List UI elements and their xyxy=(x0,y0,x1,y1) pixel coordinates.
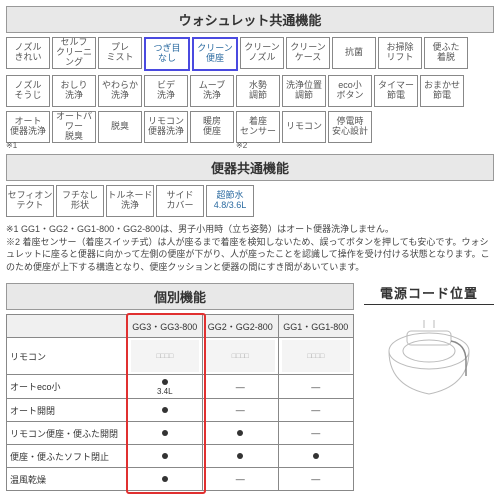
indiv-cell xyxy=(203,422,278,445)
indiv-row-label: 温風乾燥 xyxy=(7,468,128,491)
indiv-col-header: GG3・GG3-800 xyxy=(127,315,202,338)
feature-cell: 暖房便座 xyxy=(190,111,234,143)
feature-grid-2: セフィオンテクトフチなし形状トルネード洗浄サイドカバー超節水4.8/3.6L xyxy=(6,185,494,217)
feature-cell: セフィオンテクト xyxy=(6,185,54,217)
remocon-cell: □□□□ xyxy=(278,338,354,375)
feature-cell: 水勢調節 xyxy=(236,75,280,107)
feature-cell: トルネード洗浄 xyxy=(106,185,154,217)
feature-cell: 着座センサー xyxy=(236,111,280,143)
feature-cell: 洗浄位置調節 xyxy=(282,75,326,107)
indiv-cell: 3.4L xyxy=(127,375,202,399)
indiv-cell xyxy=(127,445,202,468)
feature-cell: オートパワー脱臭 xyxy=(52,111,96,143)
indiv-cell: — xyxy=(203,468,278,491)
feature-cell: ムーブ洗浄 xyxy=(190,75,234,107)
feature-cell: リモコン便器洗浄 xyxy=(144,111,188,143)
feature-cell: サイドカバー xyxy=(156,185,204,217)
section2: 便器共通機能 セフィオンテクトフチなし形状トルネード洗浄サイドカバー超節水4.8… xyxy=(6,154,494,217)
indiv-cell: — xyxy=(278,399,354,422)
lower-section: 個別機能 GG3・GG3-800GG2・GG2-800GG1・GG1-800 リモ… xyxy=(6,283,494,491)
footnotes: ※1 GG1・GG2・GG1-800・GG2-800は、男子小用時（立ち姿勢）は… xyxy=(6,223,494,273)
remocon-cell: □□□□ xyxy=(203,338,278,375)
indiv-cell: — xyxy=(203,375,278,399)
feature-cell: ノズルそうじ xyxy=(6,75,50,107)
indiv-cell xyxy=(278,445,354,468)
feature-cell: リモコン xyxy=(282,111,326,143)
indiv-cell xyxy=(203,445,278,468)
indiv-cell: — xyxy=(278,422,354,445)
feature-cell: 停電時安心設計 xyxy=(328,111,372,143)
cord-illustration xyxy=(364,311,494,421)
feature-cell: オート便器洗浄 xyxy=(6,111,50,143)
feature-cell: おまかせ節電 xyxy=(420,75,464,107)
feature-grid-1: ノズルきれいセルフクリーニングプレミストつぎ目なしクリーン便座クリーンノズルクリ… xyxy=(6,37,494,150)
indiv-row-label: オート開閉 xyxy=(7,399,128,422)
section1-title: ウォシュレット共通機能 xyxy=(6,6,494,33)
indiv-table: GG3・GG3-800GG2・GG2-800GG1・GG1-800リモコン□□□… xyxy=(6,314,354,491)
feature-cell: つぎ目なし xyxy=(144,37,190,71)
indiv-title: 個別機能 xyxy=(6,283,354,310)
indiv-cell xyxy=(127,422,202,445)
individual-features: 個別機能 GG3・GG3-800GG2・GG2-800GG1・GG1-800 リモ… xyxy=(6,283,354,491)
feature-cell: クリーン便座 xyxy=(192,37,238,71)
feature-cell: ノズルきれい xyxy=(6,37,50,69)
indiv-row-label: リモコン便座・便ふた開閉 xyxy=(7,422,128,445)
feature-cell: プレミスト xyxy=(98,37,142,69)
feature-cell: やわらか洗浄 xyxy=(98,75,142,107)
indiv-row-label: オートeco小 xyxy=(7,375,128,399)
footnote-mark: ※1 xyxy=(6,141,17,150)
feature-cell: セルフクリーニング xyxy=(52,37,96,69)
feature-cell: おしり洗浄 xyxy=(52,75,96,107)
section2-title: 便器共通機能 xyxy=(6,154,494,181)
feature-cell: フチなし形状 xyxy=(56,185,104,217)
footnote-line: ※2 着座センサー（着座スイッチ式）は人が座るまで着座を検知しないため、誤ってボ… xyxy=(6,236,494,274)
indiv-col-header: GG2・GG2-800 xyxy=(203,315,278,338)
feature-cell: タイマー節電 xyxy=(374,75,418,107)
indiv-cell xyxy=(127,468,202,491)
feature-cell: 超節水4.8/3.6L xyxy=(206,185,254,217)
indiv-cell: — xyxy=(203,399,278,422)
footnote-mark: ※2 xyxy=(236,141,247,150)
feature-cell: 抗菌 xyxy=(332,37,376,69)
indiv-cell: — xyxy=(278,375,354,399)
indiv-cell xyxy=(127,399,202,422)
feature-cell: クリーンケース xyxy=(286,37,330,69)
cord-title: 電源コード位置 xyxy=(364,283,494,305)
cord-section: 電源コード位置 xyxy=(364,283,494,491)
indiv-col-header: GG1・GG1-800 xyxy=(278,315,354,338)
indiv-row-label: リモコン xyxy=(7,338,128,375)
indiv-row-label: 便座・便ふたソフト閉止 xyxy=(7,445,128,468)
indiv-cell: — xyxy=(278,468,354,491)
feature-cell: クリーンノズル xyxy=(240,37,284,69)
remocon-cell: □□□□ xyxy=(127,338,202,375)
feature-cell: ビデ洗浄 xyxy=(144,75,188,107)
feature-cell: eco小ボタン xyxy=(328,75,372,107)
feature-cell: 便ふた着脱 xyxy=(424,37,468,69)
feature-cell: お掃除リフト xyxy=(378,37,422,69)
footnote-line: ※1 GG1・GG2・GG1-800・GG2-800は、男子小用時（立ち姿勢）は… xyxy=(6,223,494,236)
feature-cell: 脱臭 xyxy=(98,111,142,143)
section1: ウォシュレット共通機能 ノズルきれいセルフクリーニングプレミストつぎ目なしクリー… xyxy=(6,6,494,150)
